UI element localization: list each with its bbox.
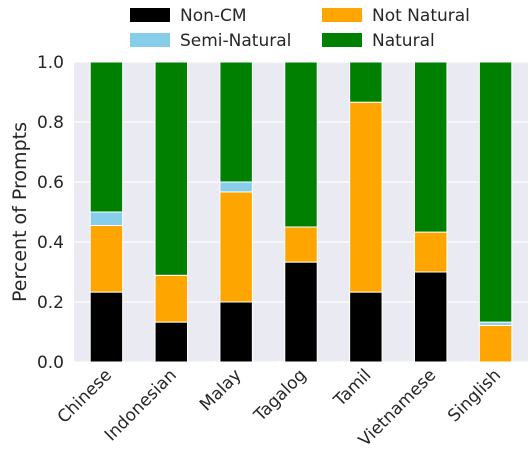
y-axis-label: Percent of Prompts	[9, 122, 31, 302]
legend: Non-CM Not Natural Semi-Natural Natural	[130, 6, 470, 51]
bar-segment-not-natural-vietnamese	[414, 231, 448, 273]
bar-segment-natural-singlish	[478, 61, 513, 323]
bar-segment-natural-malay	[219, 61, 253, 183]
legend-label: Non-CM	[180, 6, 247, 26]
bar-segment-natural-tagalog	[284, 61, 318, 228]
bar-segment-non-cm-indonesian	[154, 321, 188, 363]
x-tick-label: Chinese	[54, 365, 116, 427]
bar-segment-natural-vietnamese	[414, 61, 448, 233]
bar-segment-non-cm-malay	[219, 301, 253, 363]
bar-segment-non-cm-tamil	[349, 291, 383, 363]
y-tick-label: 1.0	[37, 53, 64, 73]
bar-segment-natural-tamil	[349, 61, 383, 103]
x-tick-label: Tagalog	[250, 365, 311, 426]
bar-segment-non-cm-chinese	[89, 291, 124, 363]
bar-segment-not-natural-singlish	[478, 324, 513, 363]
bar-segment-natural-indonesian	[154, 61, 188, 276]
bar-segment-not-natural-malay	[219, 191, 253, 303]
legend-swatch	[322, 33, 362, 47]
y-tick-label: 0.2	[37, 293, 64, 313]
y-tick-label: 0.0	[37, 353, 64, 373]
bar-segment-not-natural-tamil	[349, 101, 383, 293]
y-tick-label: 0.4	[37, 233, 64, 253]
bar-segment-not-natural-indonesian	[154, 274, 188, 323]
bar-segment-semi-natural-chinese	[89, 211, 124, 226]
legend-swatch	[130, 33, 170, 47]
bar-segment-not-natural-chinese	[89, 225, 124, 293]
bar-segment-semi-natural-malay	[219, 181, 253, 193]
legend-label: Semi-Natural	[180, 31, 291, 51]
bar-segment-non-cm-vietnamese	[414, 271, 448, 363]
legend-label: Not Natural	[372, 6, 470, 26]
x-tick-label: Tamil	[329, 365, 375, 411]
bar-segment-not-natural-tagalog	[284, 226, 318, 263]
y-tick-label: 0.8	[37, 113, 64, 133]
legend-label: Natural	[372, 31, 435, 51]
legend-swatch	[130, 8, 170, 22]
y-axis: 0.0 0.2 0.4 0.6 0.8 1.0	[37, 53, 64, 373]
bars	[89, 61, 513, 363]
bar-segment-natural-chinese	[89, 61, 124, 213]
y-tick-label: 0.6	[37, 173, 64, 193]
bar-segment-non-cm-tagalog	[284, 261, 318, 363]
x-tick-label: Singlish	[444, 365, 505, 426]
x-tick-label: Malay	[196, 365, 246, 415]
legend-swatch	[322, 8, 362, 22]
